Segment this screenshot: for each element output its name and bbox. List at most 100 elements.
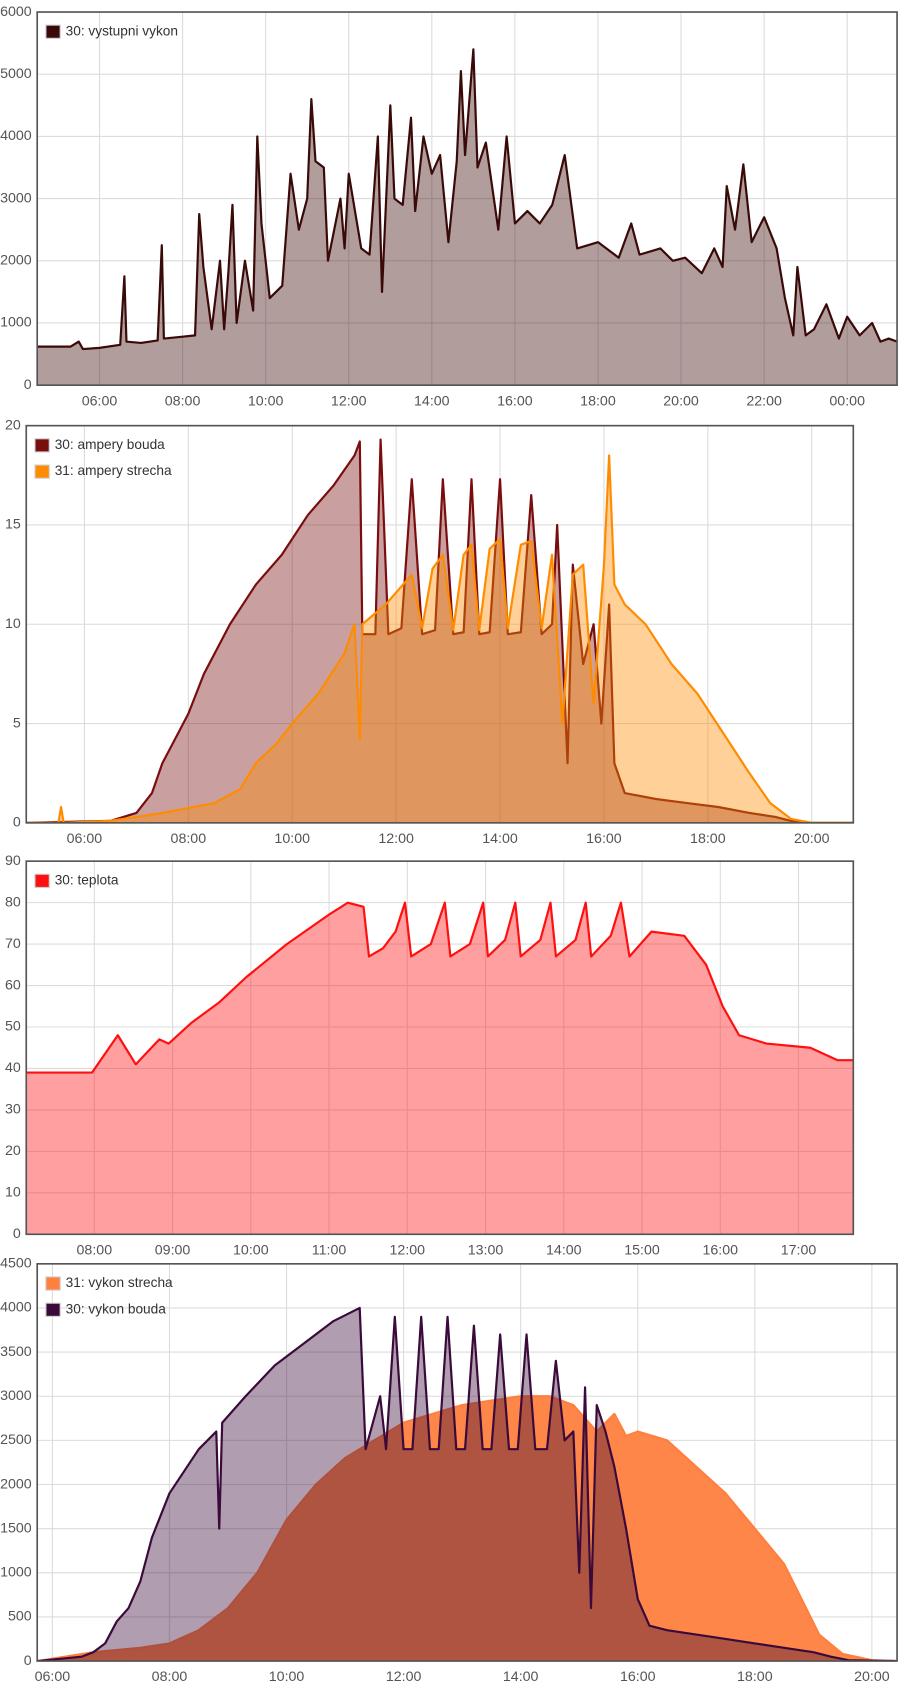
legend-swatch (34, 438, 50, 453)
y-tick-label: 6000 (0, 4, 32, 20)
area-fill (26, 902, 854, 1235)
y-tick-label: 10 (5, 616, 21, 632)
series-line (37, 1395, 898, 1662)
y-tick-label: 10 (5, 1185, 21, 1201)
plot-border (25, 424, 855, 824)
legend: 30: ampery bouda 31: ampery strecha (34, 437, 172, 479)
x-tick-label: 06:00 (35, 1669, 71, 1685)
area-fill (37, 1307, 898, 1662)
y-tick-label: 4500 (0, 1256, 32, 1272)
y-tick-label: 70 (5, 936, 21, 952)
legend-swatch (34, 464, 50, 479)
x-tick-label: 13:00 (468, 1242, 504, 1258)
chart: 0 1000 2000 3000 4000 5000 6000 06:00 08:00 10:00… (0, 4, 898, 409)
chart: 0 10 20 30 40 50 60 70 80 90 08:00 09:00 10:00 11:00 1… (5, 853, 855, 1258)
x-tick-label: 00:00 (829, 393, 865, 409)
area-fill (27, 455, 854, 823)
x-tick-label: 20:00 (854, 1669, 890, 1685)
x-tick-label: 18:00 (737, 1669, 773, 1685)
y-tick-label: 2500 (0, 1432, 32, 1448)
y-tick-label: 1000 (0, 1565, 32, 1581)
x-tick-label: 12:00 (378, 831, 414, 847)
x-tick-label: 11:00 (312, 1242, 347, 1258)
x-tick-label: 08:00 (165, 393, 201, 409)
y-tick-label: 5 (13, 715, 21, 731)
x-tick-label: 09:00 (155, 1242, 191, 1258)
legend-label: 30: vystupni vykon (66, 23, 178, 38)
series-line (26, 901, 854, 1074)
y-tick-label: 15 (5, 517, 21, 533)
x-tick-label: 16:00 (497, 393, 533, 409)
x-tick-label: 10:00 (269, 1669, 305, 1685)
plot-area (27, 438, 854, 823)
series-line (37, 1306, 898, 1662)
y-tick-label: 2000 (0, 1476, 32, 1492)
legend: 31: vykon strecha 30: vykon bouda (45, 1275, 173, 1317)
x-tick-label: 15:00 (624, 1242, 660, 1258)
y-tick-label: 0 (13, 1226, 21, 1242)
legend-swatch (45, 1302, 61, 1317)
x-tick-label: 08:00 (77, 1242, 113, 1258)
x-tick-label: 16:00 (620, 1669, 656, 1685)
x-tick-label: 14:00 (482, 831, 518, 847)
x-tick-label: 08:00 (152, 1669, 188, 1685)
y-tick-label: 2000 (0, 253, 32, 269)
area-fill (37, 49, 898, 386)
chart: 0 5 10 15 20 06:00 08:00 10:00 12:00 14:00 16:00 18… (5, 417, 855, 847)
y-tick-label: 5000 (0, 66, 32, 82)
x-tick-label: 10:00 (233, 1242, 269, 1258)
y-tick-label: 3000 (0, 190, 32, 206)
series-line (37, 48, 898, 351)
y-tick-label: 90 (5, 853, 21, 869)
y-tick-label: 3000 (0, 1388, 32, 1404)
y-tick-label: 80 (5, 894, 21, 910)
legend: 30: teplota (34, 872, 119, 888)
y-tick-label: 500 (8, 1609, 32, 1625)
y-tick-label: 3500 (0, 1344, 32, 1360)
plot-border (25, 860, 855, 1236)
plot-area (37, 1306, 898, 1662)
plot-area (37, 48, 898, 386)
area-fill (37, 1396, 898, 1662)
y-tick-label: 20 (5, 417, 21, 433)
legend-label: 30: teplota (55, 872, 119, 887)
y-tick-label: 50 (5, 1019, 21, 1035)
x-tick-label: 16:00 (702, 1242, 738, 1258)
y-tick-label: 0 (13, 815, 21, 831)
legend-label: 31: ampery strecha (55, 463, 172, 478)
x-tick-label: 10:00 (248, 393, 284, 409)
x-tick-label: 12:00 (331, 393, 367, 409)
x-tick-label: 14:00 (414, 393, 450, 409)
x-tick-label: 12:00 (390, 1242, 426, 1258)
legend-swatch (45, 24, 61, 39)
legend: 30: vystupni vykon (45, 23, 178, 39)
x-tick-label: 17:00 (781, 1242, 817, 1258)
plot-border (36, 11, 898, 386)
x-tick-label: 18:00 (580, 393, 616, 409)
series-line (27, 438, 854, 823)
y-tick-label: 1000 (0, 315, 32, 331)
plot-border (36, 1263, 898, 1662)
x-tick-label: 08:00 (171, 831, 207, 847)
y-tick-label: 4000 (0, 128, 32, 144)
x-tick-label: 12:00 (386, 1669, 422, 1685)
legend-label: 30: vykon bouda (66, 1301, 167, 1316)
x-tick-label: 20:00 (794, 831, 830, 847)
x-tick-label: 22:00 (746, 393, 782, 409)
y-tick-label: 4000 (0, 1300, 32, 1316)
legend-label: 30: ampery bouda (55, 437, 165, 452)
y-tick-label: 40 (5, 1060, 21, 1076)
y-tick-label: 30 (5, 1102, 21, 1118)
legend-swatch (45, 1276, 61, 1291)
y-tick-label: 0 (24, 377, 32, 393)
x-tick-label: 14:00 (546, 1242, 582, 1258)
x-tick-label: 06:00 (67, 831, 103, 847)
y-tick-label: 1500 (0, 1520, 32, 1536)
area-fill (27, 439, 854, 823)
y-tick-label: 20 (5, 1143, 21, 1159)
plot-area (26, 901, 854, 1235)
y-tick-label: 0 (24, 1653, 32, 1669)
legend-label: 31: vykon strecha (66, 1275, 173, 1290)
